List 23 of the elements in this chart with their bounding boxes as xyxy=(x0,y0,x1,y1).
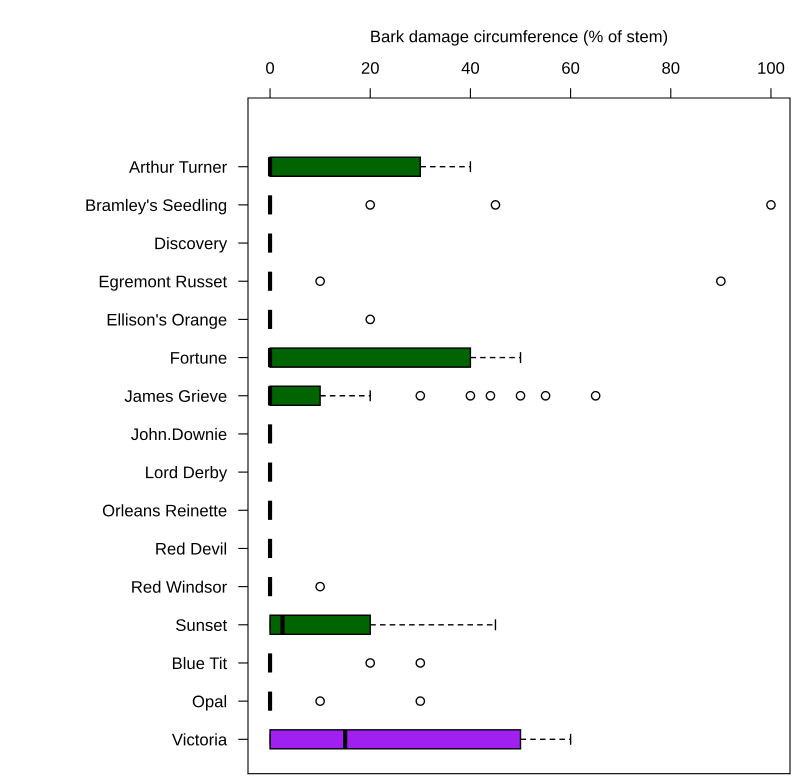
y-tick-label: John.Downie xyxy=(131,428,226,440)
x-tick-label: 100 xyxy=(758,62,784,74)
x-tick-label: 80 xyxy=(662,62,680,74)
y-tick-label: Egremont Russet xyxy=(100,276,228,291)
y-tick-label: Ellison's Orange xyxy=(108,313,226,329)
x-tick-label: 60 xyxy=(562,62,580,74)
y-tick-label: Discovery xyxy=(155,237,228,253)
y-tick-label: Sunset xyxy=(176,619,228,631)
y-tick-label: Lord Derby xyxy=(146,466,228,482)
y-tick-label: James Grieve xyxy=(124,390,226,402)
x-tick-label: 20 xyxy=(362,62,379,74)
y-tick-label: Arthur Turner xyxy=(129,160,227,173)
x-tick-label: 40 xyxy=(462,62,480,74)
y-tick-label: Opal xyxy=(192,695,226,711)
y-tick-label: Red Windsor xyxy=(132,580,227,593)
x-axis-title: Bark damage circumference (% of stem) xyxy=(371,30,668,46)
x-tick-label: 0 xyxy=(266,62,274,74)
y-tick-label: Victoria xyxy=(172,733,228,746)
y-tick-label: Fortune xyxy=(171,352,226,364)
y-tick-label: Blue Tit xyxy=(172,656,228,670)
y-tick-label: Red Devil xyxy=(156,542,226,555)
y-tick-label: Orleans Reinette xyxy=(102,504,226,516)
y-tick-label: Bramley's Seedling xyxy=(86,198,226,214)
